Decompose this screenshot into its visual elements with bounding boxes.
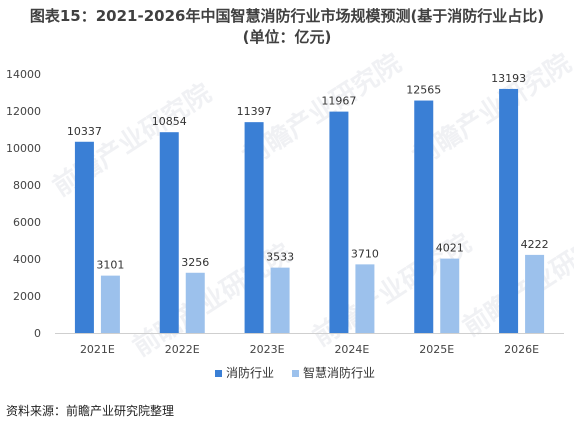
bar-fire-protection [74,141,94,333]
bar-fire-protection [159,132,179,333]
bar-smart-fire-protection [440,258,460,333]
bar-smart-fire-protection [185,272,205,333]
y-tick-label: 12000 [6,105,41,118]
bar-fire-protection [414,100,434,333]
data-label: 11967 [321,95,356,108]
data-label: 10337 [67,125,102,138]
data-label: 3710 [351,247,379,260]
y-tick-label: 2000 [13,290,41,303]
data-label: 4021 [436,242,464,255]
data-label: 4222 [521,238,549,251]
y-tick-label: 14000 [6,68,41,81]
source-note: 资料来源：前瞻产业研究院整理 [6,404,175,418]
bar-fire-protection [329,111,349,333]
x-tick-label: 2022E [165,343,200,356]
bar-chart: 0 2000 4000 6000 8000 10000 12000 14000 10337 310… [6,68,564,380]
data-label: 3256 [181,256,209,269]
x-tick-label: 2026E [504,343,539,356]
bar-fire-protection [244,122,264,333]
data-label: 12565 [406,84,441,97]
chart-title-line2: (单位：亿元) [242,28,332,46]
legend-swatch [215,370,222,377]
x-tick-label: 2021E [80,343,115,356]
data-label: 13193 [491,72,526,85]
y-tick-label: 8000 [13,179,41,192]
bar-smart-fire-protection [100,275,120,333]
data-label: 3533 [266,251,294,264]
y-tick-label: 6000 [13,216,41,229]
chart-title-line1: 图表15：2021-2026年中国智慧消防行业市场规模预测(基于消防行业占比) [29,7,545,25]
y-tick-label: 4000 [13,253,41,266]
bar-smart-fire-protection [270,267,290,333]
data-label: 10854 [152,115,187,128]
y-tick-label: 10000 [6,142,41,155]
legend-label: 智慧消防行业 [303,365,375,380]
bar-smart-fire-protection [355,264,375,333]
data-label: 11397 [237,105,272,118]
bar-smart-fire-protection [525,254,545,333]
legend-swatch [292,370,299,377]
legend-label: 消防行业 [226,365,274,380]
x-tick-label: 2025E [419,343,454,356]
y-tick-label: 0 [34,327,41,340]
x-tick-label: 2024E [334,343,369,356]
data-label: 3101 [96,259,124,272]
chart-title: 图表15：2021-2026年中国智慧消防行业市场规模预测(基于消防行业占比) … [0,6,574,48]
bar-fire-protection [499,88,519,333]
x-tick-label: 2023E [250,343,285,356]
